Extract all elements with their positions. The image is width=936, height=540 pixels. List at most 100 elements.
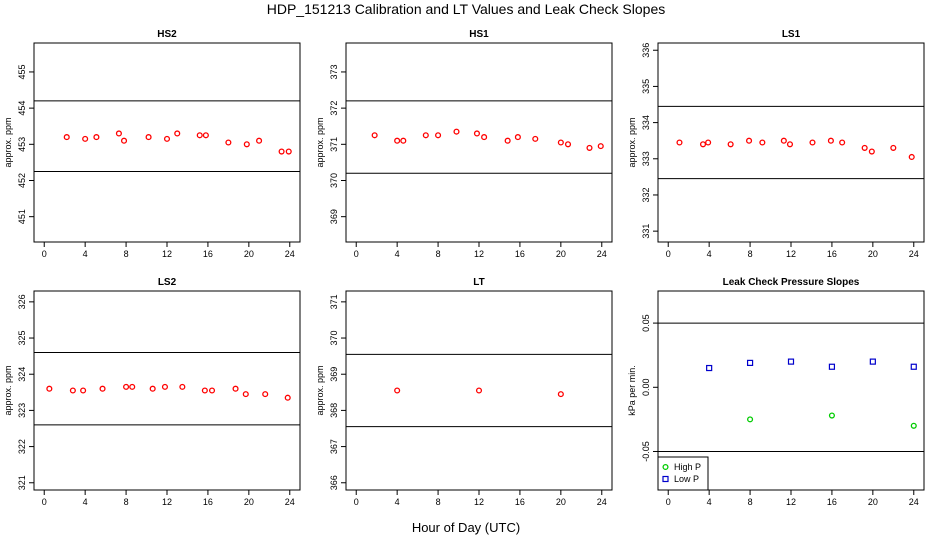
x-tick-label: 0 (354, 249, 359, 259)
chart-panel: LS1 0 4 8 12 16 20 24 331 332 333 334 335 336 approx. … (627, 29, 925, 259)
data-point (809, 139, 816, 146)
figure-x-axis-label: Hour of Day (UTC) (412, 520, 520, 535)
data-point (747, 416, 754, 423)
panel-title: HS2 (157, 29, 177, 40)
data-point (99, 385, 106, 392)
data-point (284, 394, 291, 401)
x-tick-label: 16 (203, 249, 213, 259)
y-tick-label: 326 (17, 294, 27, 309)
x-tick-label: 0 (354, 497, 359, 507)
x-tick-label: 20 (244, 497, 254, 507)
y-tick-label: 0.00 (641, 379, 651, 397)
panel-title: LS2 (158, 277, 177, 288)
data-point (174, 130, 181, 137)
chart-panel: Leak Check Pressure Slopes 0 4 8 12 16 20 24 -0.… (627, 277, 925, 507)
y-tick-label: -0.05 (641, 441, 651, 462)
legend-label: High P (674, 462, 701, 472)
data-point (80, 387, 87, 394)
data-point (208, 387, 216, 394)
data-point (93, 134, 100, 141)
x-tick-label: 24 (285, 497, 295, 507)
data-point (564, 141, 572, 148)
data-point (828, 363, 836, 370)
x-tick-label: 8 (124, 249, 129, 259)
data-point (82, 135, 89, 142)
data-point (706, 364, 713, 372)
legend: High P Low P (657, 456, 709, 491)
x-tick-label: 4 (395, 249, 400, 259)
data-point (727, 141, 734, 148)
data-point (120, 137, 128, 144)
panels: HS2 0 4 8 12 16 20 24 451 452 453 454 455 approx. ppm… (3, 29, 925, 507)
x-tick-label: 4 (83, 249, 88, 259)
data-point (780, 137, 787, 144)
x-tick-label: 16 (827, 497, 837, 507)
y-tick-label: 333 (641, 151, 651, 166)
plot-frame (33, 290, 301, 491)
data-point (232, 385, 239, 392)
data-point (828, 412, 835, 419)
data-point (129, 383, 136, 390)
data-point (890, 144, 897, 151)
x-tick-label: 20 (868, 497, 878, 507)
data-point (123, 383, 130, 390)
x-tick-label: 0 (666, 497, 671, 507)
data-point (557, 391, 564, 398)
data-point (394, 387, 401, 394)
x-tick-label: 16 (515, 249, 525, 259)
data-point (63, 134, 70, 141)
data-point (532, 135, 539, 142)
chart-panel: LS2 0 4 8 12 16 20 24 321 322 323 324 325 326 approx. … (3, 277, 301, 507)
data-point (262, 391, 269, 398)
y-tick-label: 331 (641, 224, 651, 239)
y-tick-label: 332 (641, 187, 651, 202)
y-tick-label: 371 (329, 137, 339, 152)
x-tick-label: 12 (474, 497, 484, 507)
y-tick-label: 335 (641, 79, 651, 94)
figure-title: HDP_151213 Calibration and LT Values and… (267, 1, 665, 17)
panel-title: LT (473, 277, 484, 288)
y-tick-label: 334 (641, 115, 651, 130)
y-axis-label: approx. ppm (3, 117, 13, 167)
data-point (69, 387, 76, 394)
x-tick-label: 8 (436, 497, 441, 507)
data-point (453, 128, 460, 135)
x-tick-label: 24 (909, 249, 919, 259)
y-axis-label: kPa per min. (627, 365, 637, 416)
x-tick-label: 12 (786, 497, 796, 507)
y-tick-label: 325 (17, 331, 27, 346)
data-point (908, 153, 915, 161)
data-point (202, 132, 209, 139)
data-point (699, 141, 707, 148)
x-tick-label: 16 (827, 249, 837, 259)
y-tick-label: 0.05 (641, 314, 651, 332)
chart-panel: HS1 0 4 8 12 16 20 24 369 370 371 372 373 approx. ppm (315, 29, 613, 259)
x-tick-label: 20 (556, 249, 566, 259)
data-point (910, 363, 917, 370)
data-point (504, 137, 511, 144)
legend-box (657, 456, 709, 491)
y-axis-label: approx. ppm (627, 117, 637, 167)
data-point (586, 144, 593, 151)
x-tick-label: 20 (868, 249, 878, 259)
chart-panel: LT 0 4 8 12 16 20 24 366 367 368 369 370 371 approx. p… (315, 277, 613, 507)
data-point (827, 137, 834, 144)
x-tick-label: 8 (436, 249, 441, 259)
y-tick-label: 323 (17, 403, 27, 418)
x-tick-label: 12 (162, 497, 172, 507)
y-tick-label: 455 (17, 64, 27, 79)
data-point (514, 134, 521, 141)
data-point (256, 137, 263, 144)
y-axis-label: approx. ppm (315, 117, 325, 167)
x-tick-label: 16 (203, 497, 213, 507)
plot-frame (345, 42, 613, 243)
legend-swatch (662, 463, 669, 471)
panel-title: HS1 (469, 29, 489, 40)
y-tick-label: 367 (329, 439, 339, 454)
y-tick-label: 373 (329, 64, 339, 79)
y-tick-label: 369 (329, 209, 339, 224)
data-point (759, 139, 766, 146)
data-point (746, 359, 754, 366)
x-tick-label: 24 (285, 249, 295, 259)
x-tick-label: 24 (597, 497, 607, 507)
